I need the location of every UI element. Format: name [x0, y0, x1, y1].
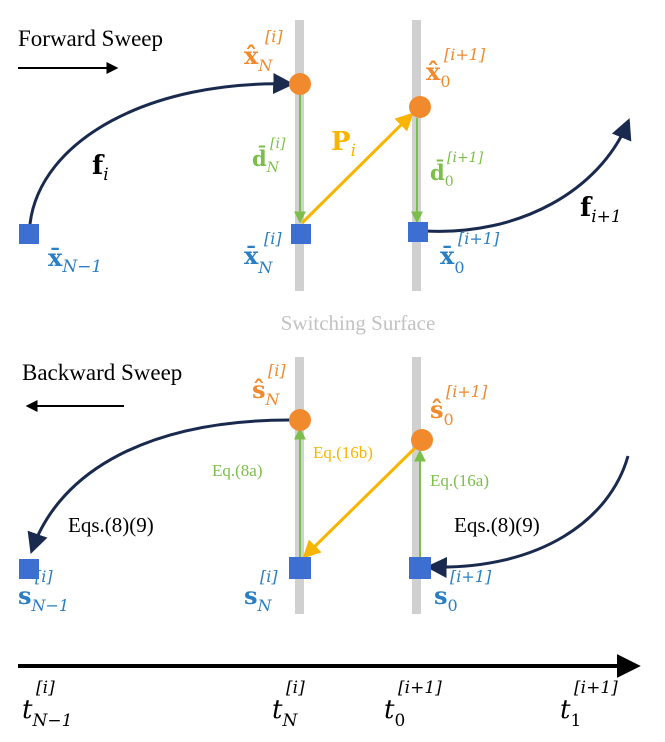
eqs-left-label: Eqs.(8)(9) [68, 513, 154, 537]
x-hat-N-sub: N [257, 56, 273, 75]
x-bar-Nm1-point [19, 224, 39, 244]
t-1-sup: [i+1] [574, 678, 618, 698]
f-i-trajectory-arrow [28, 73, 295, 225]
d-bar-0-sup: [i+1] [447, 150, 484, 166]
P-i-sub: i [351, 141, 356, 161]
s-Nm1-label: sN−1[i] [18, 567, 69, 615]
x-bar-0-point [408, 222, 428, 242]
t-N-sub: N [281, 711, 298, 731]
x-bar-0-sub: 0 [454, 258, 464, 277]
s-0-point [409, 557, 431, 579]
t-N-label: tN[i] [272, 678, 305, 731]
s-N-label: sN[i] [244, 567, 278, 615]
f-i-label: fi [92, 151, 109, 185]
switching-bar-right-bottom [412, 357, 421, 614]
s-Nm1-sub: N−1 [31, 596, 70, 615]
x-bar-N-label: x̄N[i] [244, 229, 282, 277]
backward-left-trajectory-arrow [27, 418, 291, 554]
P-i-arrow [300, 112, 414, 225]
x-bar-0-label: x̄0[i+1] [440, 229, 500, 277]
forward-sweep-title: Forward Sweep [18, 26, 163, 51]
t-1-sub: 1 [570, 711, 581, 731]
x-hat-0-label: x̂0[i+1] [426, 45, 486, 91]
s-0-sub: 0 [448, 596, 458, 615]
x-hat-N-sup: [i] [265, 27, 283, 46]
s-Nm1-sup: [i] [35, 567, 53, 586]
x-bar-N-sup: [i] [264, 229, 282, 248]
d-bar-N-sub: N [266, 160, 280, 176]
eqs-right-label: Eqs.(8)(9) [454, 513, 540, 537]
eq16b-label: Eq.(16b) [313, 443, 373, 462]
switching-surface-label: Switching Surface [281, 311, 436, 335]
x-hat-N-point [289, 73, 311, 95]
x-bar-Nm1-sub: N−1 [61, 257, 102, 277]
x-hat-0-sub: 0 [440, 72, 450, 91]
s-hat-0-sub: 0 [444, 410, 454, 429]
s-N-sub: N [257, 596, 273, 615]
s-0-sup: [i+1] [450, 567, 492, 586]
x-bar-N-sub: N [257, 258, 273, 277]
s-hat-N-sub: N [265, 390, 281, 409]
t-0-sub: 0 [394, 711, 405, 731]
x-hat-N-label: x̂N[i] [244, 27, 283, 75]
d-bar-0-sub: 0 [445, 174, 454, 190]
t-0-sup: [i+1] [398, 678, 442, 698]
backward-right-trajectory-arrow [425, 455, 630, 578]
d-bar-N-sup: [i] [270, 136, 286, 152]
x-bar-N-point [291, 224, 311, 244]
t-1-label: t1[i+1] [560, 678, 618, 731]
s-hat-0-label: ŝ0[i+1] [430, 382, 488, 429]
s-0-label: s0[i+1] [434, 567, 492, 615]
f-i1-sub: i+1 [591, 207, 622, 227]
t-Nm1-label: tN−1[i] [22, 678, 72, 731]
eq16b-arrow [302, 445, 418, 559]
s-N-sup: [i] [260, 567, 278, 586]
f-i1-trajectory-arrow [424, 118, 632, 233]
x-bar-0-sup: [i+1] [458, 229, 500, 248]
s-N-point [289, 557, 311, 579]
d-bar-N-label: d̄N[i] [252, 136, 286, 176]
s-hat-N-label: ŝN[i] [252, 361, 286, 409]
eq8a-label: Eq.(8a) [212, 461, 263, 480]
s-hat-0-point [411, 429, 433, 451]
t-Nm1-sub: N−1 [31, 711, 72, 731]
d-bar-0-label: d̄0[i+1] [430, 150, 484, 190]
P-i-label: Pi [331, 127, 356, 161]
f-i1-label: fi+1 [580, 193, 622, 227]
t-0-label: t0[i+1] [384, 678, 442, 731]
x-hat-0-point [409, 96, 431, 118]
eq16a-label: Eq.(16a) [430, 471, 489, 490]
f-i-sub: i [103, 165, 108, 185]
t-N-sup: [i] [286, 678, 305, 698]
x-bar-Nm1-label: x̄N−1 [48, 243, 102, 277]
s-hat-N-point [289, 409, 311, 431]
s-Nm1-point [19, 559, 39, 579]
backward-sweep-title: Backward Sweep [22, 360, 182, 385]
t-Nm1-sup: [i] [36, 678, 55, 698]
x-hat-0-sup: [i+1] [444, 45, 486, 64]
s-hat-N-sup: [i] [268, 361, 286, 380]
s-hat-0-sup: [i+1] [446, 382, 488, 401]
